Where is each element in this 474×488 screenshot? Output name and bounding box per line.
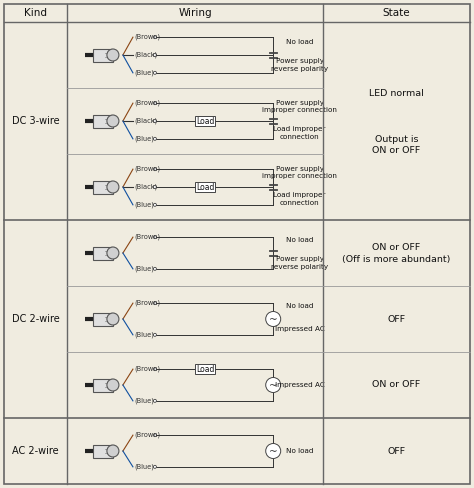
Bar [195, 364, 216, 374]
Text: Load improper
connection: Load improper connection [273, 192, 326, 205]
Text: (Blue): (Blue) [134, 463, 154, 469]
Text: (Brown): (Brown) [134, 100, 160, 106]
Text: OFF: OFF [388, 447, 406, 455]
Text: DC 2-wire: DC 2-wire [11, 314, 59, 324]
Text: (Brown): (Brown) [134, 165, 160, 172]
Bar [93, 115, 113, 127]
Bar [93, 48, 113, 61]
Text: AC 2-wire: AC 2-wire [12, 446, 59, 456]
Text: ON or OFF
(Off is more abundant): ON or OFF (Off is more abundant) [342, 244, 451, 264]
Text: No load: No load [286, 39, 313, 45]
Bar [195, 116, 216, 126]
Circle shape [107, 445, 119, 457]
Text: (Blue): (Blue) [134, 397, 154, 404]
Text: Power supply
reverse polarity: Power supply reverse polarity [271, 256, 328, 270]
Circle shape [154, 71, 156, 74]
Circle shape [266, 311, 281, 326]
Text: State: State [383, 8, 410, 18]
Circle shape [154, 399, 156, 402]
Circle shape [266, 378, 281, 392]
Text: Impressed AC: Impressed AC [275, 326, 325, 332]
Text: (Brown): (Brown) [134, 233, 160, 240]
Circle shape [154, 185, 156, 188]
Text: Output is
ON or OFF: Output is ON or OFF [373, 135, 421, 155]
Circle shape [154, 168, 156, 171]
Text: ~: ~ [269, 314, 278, 325]
Circle shape [107, 247, 119, 259]
Circle shape [154, 466, 156, 468]
Circle shape [154, 137, 156, 141]
Circle shape [154, 54, 156, 57]
Text: (Brown): (Brown) [134, 366, 160, 372]
Text: (Black): (Black) [134, 117, 157, 124]
Text: Load: Load [196, 117, 215, 125]
Text: ON or OFF: ON or OFF [373, 380, 421, 389]
Text: Wiring: Wiring [178, 8, 212, 18]
Bar [195, 182, 216, 192]
Bar [93, 445, 113, 458]
Circle shape [107, 379, 119, 391]
Text: (Brown): (Brown) [134, 431, 160, 438]
Circle shape [107, 115, 119, 127]
Text: (Blue): (Blue) [134, 265, 154, 272]
Text: (Blue): (Blue) [134, 135, 154, 142]
Text: (Black): (Black) [134, 51, 157, 58]
Circle shape [154, 434, 156, 437]
Circle shape [154, 267, 156, 270]
Text: (Blue): (Blue) [134, 201, 154, 207]
Circle shape [107, 181, 119, 193]
Text: Load: Load [196, 365, 215, 374]
Text: Load: Load [196, 183, 215, 191]
Circle shape [107, 49, 119, 61]
Text: (Blue): (Blue) [134, 331, 154, 338]
Text: DC 3-wire: DC 3-wire [12, 116, 59, 126]
Circle shape [107, 313, 119, 325]
Bar [93, 312, 113, 325]
Circle shape [154, 102, 156, 105]
Circle shape [266, 444, 281, 459]
Circle shape [154, 36, 156, 39]
Text: (Brown): (Brown) [134, 300, 160, 306]
Circle shape [154, 203, 156, 206]
Text: No load: No load [286, 448, 313, 454]
Text: ~: ~ [269, 447, 278, 456]
Text: No load: No load [286, 237, 313, 243]
Text: (Black): (Black) [134, 183, 157, 190]
Bar [93, 246, 113, 260]
Circle shape [154, 333, 156, 336]
Text: Impressed AC: Impressed AC [275, 382, 325, 388]
Bar [93, 379, 113, 391]
Circle shape [154, 236, 156, 239]
Bar [93, 181, 113, 194]
Circle shape [154, 367, 156, 371]
Text: OFF: OFF [388, 314, 406, 324]
Text: (Brown): (Brown) [134, 34, 160, 40]
Text: Power supply
reverse polarity: Power supply reverse polarity [271, 58, 328, 72]
Text: Power supply
improper connection: Power supply improper connection [262, 100, 337, 113]
Circle shape [154, 302, 156, 305]
Text: LED normal: LED normal [369, 89, 424, 98]
Text: No load: No load [286, 303, 313, 309]
Circle shape [154, 120, 156, 122]
Text: Kind: Kind [24, 8, 47, 18]
Text: Load improper
connection: Load improper connection [273, 126, 326, 140]
Text: ~: ~ [269, 381, 278, 390]
Text: Power supply
improper connection: Power supply improper connection [262, 166, 337, 179]
Text: (Blue): (Blue) [134, 69, 154, 76]
